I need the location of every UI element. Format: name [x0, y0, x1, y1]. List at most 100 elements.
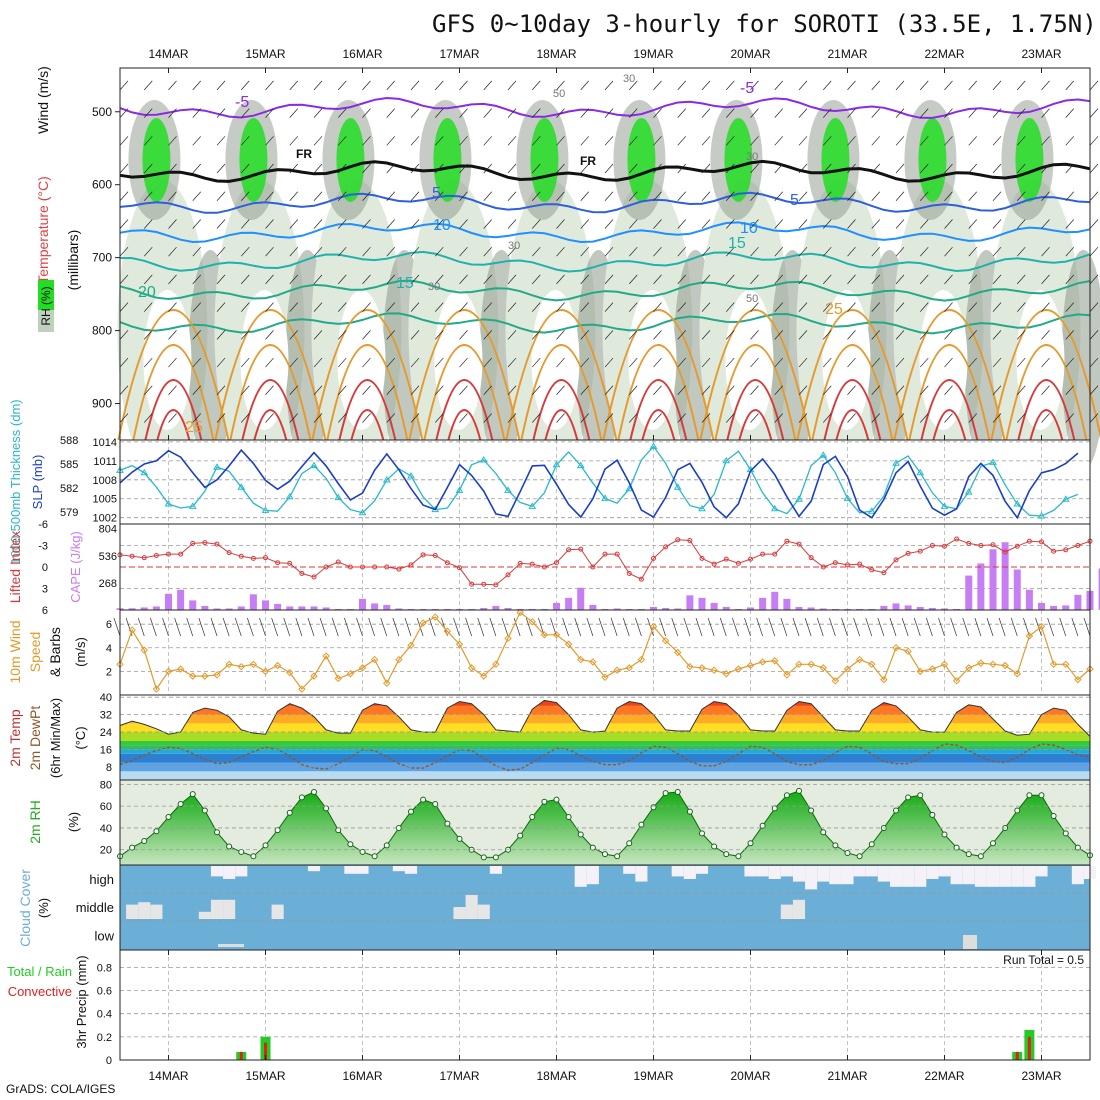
wind-barb	[556, 357, 565, 368]
middle-cloud-gap	[477, 904, 490, 919]
wind-speed-point	[286, 668, 294, 677]
wind-barb	[992, 219, 1002, 229]
wind-barb	[410, 385, 420, 396]
wind-barb-10m	[331, 617, 339, 637]
wind-barb	[216, 357, 226, 368]
wind-speed-point	[1074, 675, 1082, 684]
wind-barb-10m	[1010, 617, 1018, 637]
lifted-index-point	[942, 543, 947, 549]
lifted-index-point	[893, 557, 899, 563]
lifted-index-axis-label: Lifted Index	[7, 531, 23, 603]
wind-barb	[337, 413, 347, 423]
rh-point	[602, 851, 608, 858]
high-cloud-gap	[986, 866, 1000, 887]
wind-barb-10m	[368, 617, 375, 637]
wind-barb	[701, 246, 711, 257]
wind-speed-point	[589, 658, 597, 666]
contour-label: -5	[740, 80, 754, 97]
lifted-index-point	[1075, 543, 1081, 548]
wind-barb	[968, 302, 978, 312]
rh-point	[274, 827, 281, 834]
wind-barb	[192, 330, 202, 340]
thickness-point	[698, 504, 706, 512]
middle-cloud-gap	[198, 911, 211, 919]
lifted-index-point	[735, 560, 741, 566]
wind-barb	[337, 385, 347, 396]
wind-barb	[313, 357, 323, 368]
wind-barb	[459, 330, 468, 340]
wind-barb	[1016, 246, 1026, 257]
lifted-index-point	[663, 544, 669, 550]
wind-barb	[168, 274, 177, 285]
contour-label: 5	[432, 185, 441, 202]
rh-shade-green	[336, 118, 365, 202]
rh-point	[771, 805, 778, 812]
wind-barb	[774, 385, 784, 396]
wind-barb	[192, 191, 202, 201]
wind-barb	[1016, 108, 1026, 118]
wind-barb	[895, 413, 905, 423]
temp-band	[120, 714, 1090, 724]
wind-barb	[386, 191, 396, 201]
wind-speed-point	[880, 675, 888, 684]
wind-barb-10m	[792, 617, 800, 637]
wind-barb	[725, 357, 735, 368]
wind-barb	[119, 219, 129, 229]
wind-barb	[386, 385, 396, 396]
middle-cloud-gap	[138, 902, 151, 919]
wind-barb-10m	[247, 617, 254, 637]
wind-barb	[604, 385, 614, 396]
wind-barb	[725, 302, 735, 312]
high-cloud-gap	[489, 866, 502, 874]
wind-barb	[871, 163, 881, 174]
wind-barb	[556, 219, 565, 229]
wind-barb	[1089, 302, 1099, 312]
wind-barb	[628, 136, 638, 146]
wind-barb	[483, 136, 493, 146]
rh-point	[977, 853, 984, 860]
wind-barb	[750, 302, 759, 312]
cape-bar	[989, 549, 997, 610]
lifted-index-point	[626, 570, 632, 576]
wind-barb-10m	[513, 617, 521, 637]
wind-barb	[774, 330, 784, 340]
wind-barb	[531, 302, 541, 312]
wind-barb-10m	[295, 617, 303, 637]
wind-barb	[313, 163, 323, 174]
rh-point	[1026, 792, 1033, 799]
wind-barb	[944, 219, 953, 229]
wind-barb	[143, 274, 153, 285]
lifted-index-point	[832, 560, 838, 566]
cape-bar	[213, 608, 221, 610]
isotherm-line	[119, 221, 1091, 244]
cape-bar	[650, 606, 657, 610]
wind-barb	[1016, 136, 1026, 146]
rh-point	[153, 828, 160, 835]
isotherm-warm-arch	[1017, 379, 1076, 441]
rh-point	[298, 794, 305, 801]
wind-barb	[362, 246, 371, 257]
wind-barb	[992, 163, 1002, 174]
wind-speed-point	[904, 647, 912, 656]
wind-barb	[119, 302, 129, 312]
wind-speed-point	[989, 660, 997, 669]
lifted-index-point	[845, 562, 850, 568]
low-cloud-gap	[218, 944, 244, 947]
isotherm-warm-arch	[408, 309, 521, 441]
wind-barb	[847, 302, 856, 312]
wind-barb	[556, 302, 565, 312]
thickness-point	[795, 495, 803, 502]
wind-speed-point	[843, 665, 852, 673]
wind-speed-point	[213, 671, 221, 679]
pressure-tick-label: 800	[92, 324, 112, 338]
lifted-index-point	[905, 550, 911, 556]
wind-barb	[1065, 246, 1075, 257]
wind-barb	[725, 274, 735, 285]
thickness-point	[358, 508, 367, 516]
wind-speed-point	[807, 660, 815, 669]
rh-point	[420, 796, 427, 803]
wind-barb-10m	[974, 617, 982, 637]
isotherm-warm-arch	[1005, 344, 1088, 441]
wind-barb	[750, 330, 759, 340]
wind-barb	[628, 413, 638, 423]
